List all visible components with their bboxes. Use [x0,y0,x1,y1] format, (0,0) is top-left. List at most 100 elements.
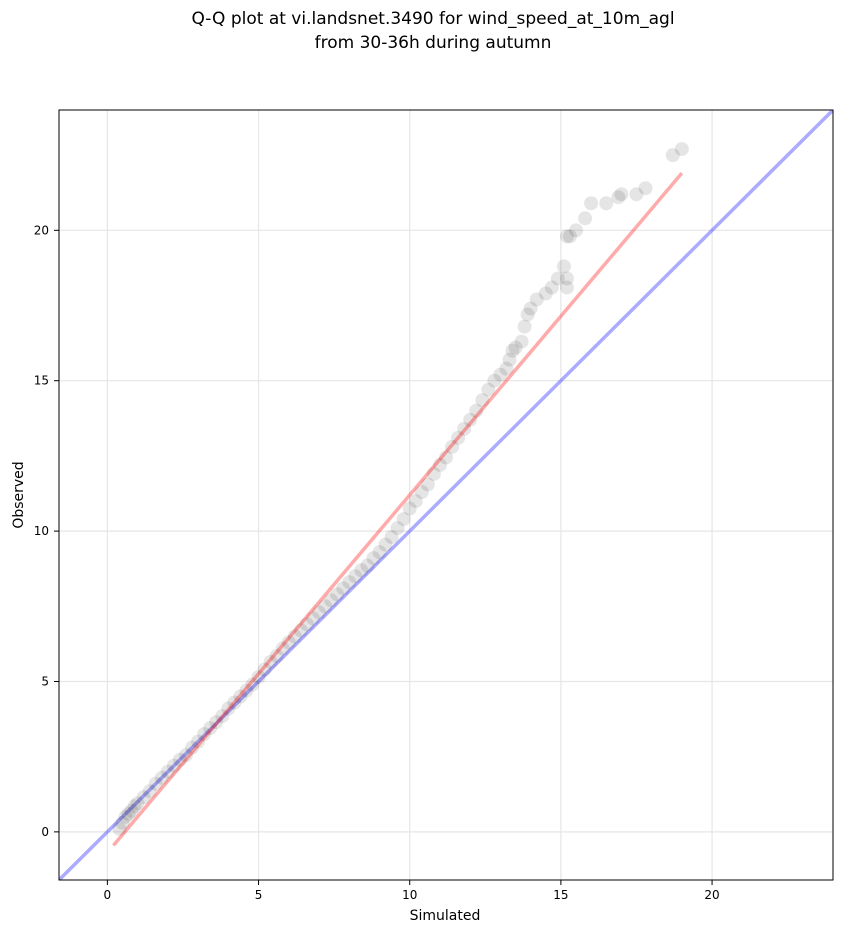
scatter-point [215,709,230,724]
scatter-point [227,695,242,710]
scatter-point [172,752,187,767]
scatter-point [520,307,535,322]
scatter-point [257,662,272,677]
scatter-point [305,611,320,626]
plot-marks [59,110,833,880]
scatter-point [160,764,175,779]
scatter-point [559,229,574,244]
y-tick-label: 10 [34,524,49,538]
scatter-point [481,382,496,397]
scatter-point [318,599,333,614]
y-tick-label: 15 [34,374,49,388]
scatter-point [324,593,339,608]
scatter-point [191,734,206,749]
scatter-point [118,809,133,824]
scatter-point [233,689,248,704]
scatter-point [115,815,130,830]
scatter-point [348,569,363,584]
scatter-point [432,457,447,472]
scatter-point [142,784,157,799]
scatter-point [638,181,653,196]
scatter-point [299,617,314,632]
scatter-point [185,740,200,755]
scatter-point [414,484,429,499]
scatter-point [426,466,441,481]
x-tick-label: 10 [402,888,417,902]
scatter-point [209,715,224,730]
scatter-point [127,799,142,814]
x-tick-label: 15 [553,888,568,902]
scatter-point [312,605,327,620]
scatter-point [330,587,345,602]
scatter-point [420,477,435,492]
scatter-point [674,142,689,157]
scatter-point [463,412,478,427]
scatter-point [523,301,538,316]
scatter-point [203,721,218,736]
scatter-point [550,271,565,286]
scatter-point [269,648,284,663]
y-axis-label: Observed [11,461,27,528]
scatter-point [556,259,571,274]
scatter-point [559,280,574,295]
scatter-point [559,271,574,286]
scatter-point [665,148,680,163]
scatter-point [457,421,472,436]
scatter-point [529,292,544,307]
scatter-point [499,361,514,376]
scatter-point [599,196,614,211]
scatter-point [402,501,417,516]
scatter-point [475,393,490,408]
scatter-point [514,334,529,349]
scatter-point [384,530,399,545]
scatter-point [517,319,532,334]
scatter-point [544,280,559,295]
scatter-point [505,343,520,358]
chart-title: Q-Q plot at vi.landsnet.3490 for wind_sp… [191,9,674,53]
scatter-point [112,821,127,836]
scatter-point [451,430,466,445]
scatter-point [293,623,308,638]
scatter-point [611,190,626,205]
scatter-point [372,545,387,560]
scatter-point [166,758,181,773]
scatter-point [342,575,357,590]
scatter-point [245,677,260,692]
scatter-point [439,450,453,465]
scatter-point [584,196,599,211]
scatter-point [562,229,577,244]
y-tick-label: 20 [34,223,49,237]
scatter-point [366,551,381,566]
x-axis-label: Simulated [410,908,481,924]
chart-title-line-2: from 30-36h during autumn [315,33,552,53]
x-tick-label: 20 [704,888,719,902]
scatter-point [281,635,296,650]
scatter-point [251,669,266,684]
scatter-point [197,727,212,742]
scatter-point [354,563,369,578]
fit-line [112,172,684,847]
axis-ticks: 0 5 10 15 20 0 5 10 15 20 [34,223,720,902]
scatter-point [124,803,139,818]
plot-area [59,110,833,880]
scatter-point [136,790,151,805]
scatter-point [493,367,508,382]
scatter-point [239,683,254,698]
identity-line [59,110,833,880]
scatter-point [275,641,290,656]
scatter-point [130,796,145,811]
scatter-point [154,770,169,785]
scatter-series [112,142,689,836]
scatter-point [360,558,375,573]
x-tick-label: 5 [255,888,263,902]
scatter-point [508,340,523,355]
scatter-point [629,187,644,202]
scatter-point [569,223,584,238]
scatter-point [263,654,278,669]
scatter-point [578,211,593,226]
scatter-point [408,494,423,509]
scatter-point [502,352,517,367]
scatter-point [487,373,502,388]
